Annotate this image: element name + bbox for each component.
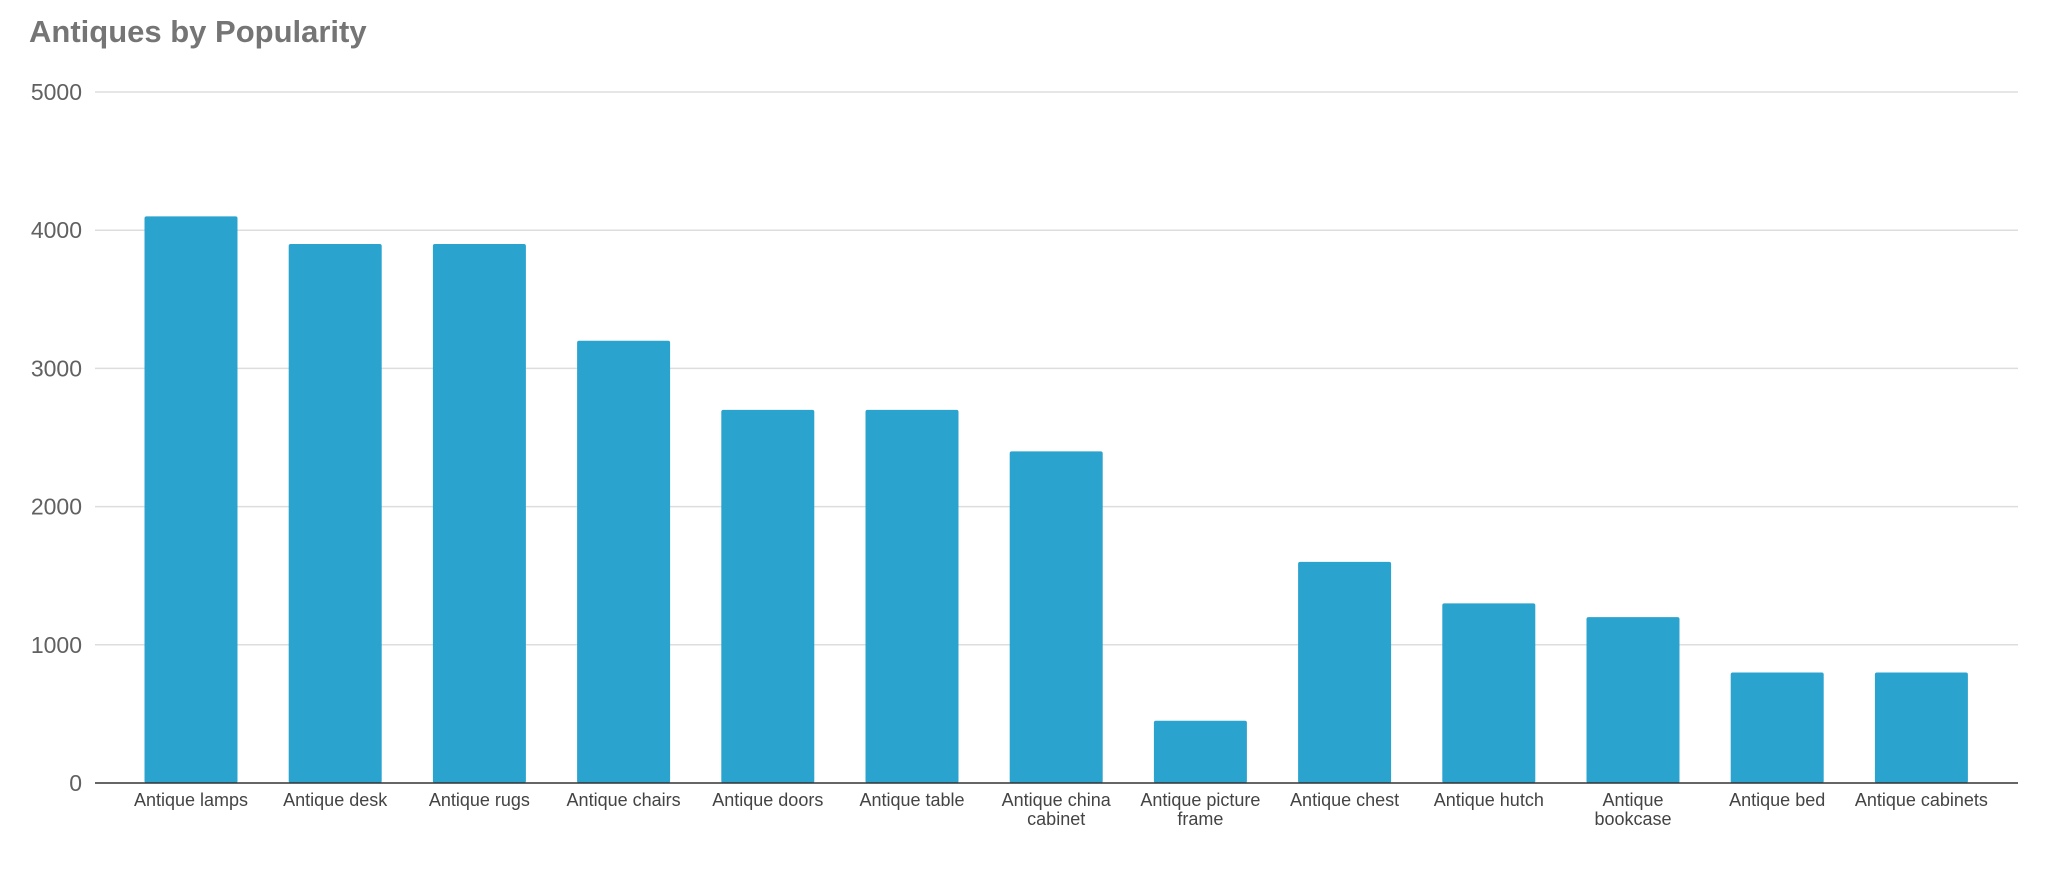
y-tick-label: 2000 (31, 494, 82, 520)
x-tick-label: Antique picture (1140, 790, 1260, 810)
bar (144, 216, 238, 783)
y-axis-tick-labels: 0 1000 2000 3000 4000 5000 (31, 79, 82, 796)
bar (1442, 603, 1536, 783)
x-tick-label: Antique cabinets (1855, 790, 1988, 810)
y-tick-label: 0 (69, 770, 82, 796)
y-tick-label: 5000 (31, 79, 82, 105)
x-tick-label: Antique lamps (134, 790, 248, 810)
x-tick-label: Antique desk (283, 790, 388, 810)
x-tick-label: Antique china (1002, 790, 1112, 810)
bar (577, 340, 671, 783)
bar (1153, 720, 1247, 783)
x-tick-label: Antique chest (1290, 790, 1399, 810)
x-tick-label: Antique table (859, 790, 964, 810)
y-tick-label: 1000 (31, 632, 82, 658)
bar (1874, 672, 1968, 783)
bar (865, 409, 959, 783)
x-tick-label: Antique (1602, 790, 1663, 810)
bar (1009, 451, 1103, 783)
y-tick-label: 3000 (31, 355, 82, 381)
x-tick-label: Antique hutch (1434, 790, 1544, 810)
x-tick-label: bookcase (1594, 809, 1671, 829)
bar (432, 244, 526, 783)
x-axis-tick-labels: Antique lamps Antique desk Antique rugs Ant… (134, 790, 1988, 829)
bar (1298, 561, 1392, 783)
x-tick-label: cabinet (1027, 809, 1085, 829)
y-tick-label: 4000 (31, 217, 82, 243)
x-tick-label: Antique bed (1729, 790, 1825, 810)
chart-title: Antiques by Popularity (29, 14, 367, 49)
bar (721, 409, 815, 783)
x-tick-label: frame (1177, 809, 1223, 829)
x-tick-label: Antique rugs (429, 790, 530, 810)
bar (1586, 617, 1680, 783)
x-tick-label: Antique doors (712, 790, 823, 810)
bar (1730, 672, 1824, 783)
x-tick-label: Antique chairs (567, 790, 681, 810)
bar (288, 244, 382, 783)
bars (144, 216, 1968, 783)
